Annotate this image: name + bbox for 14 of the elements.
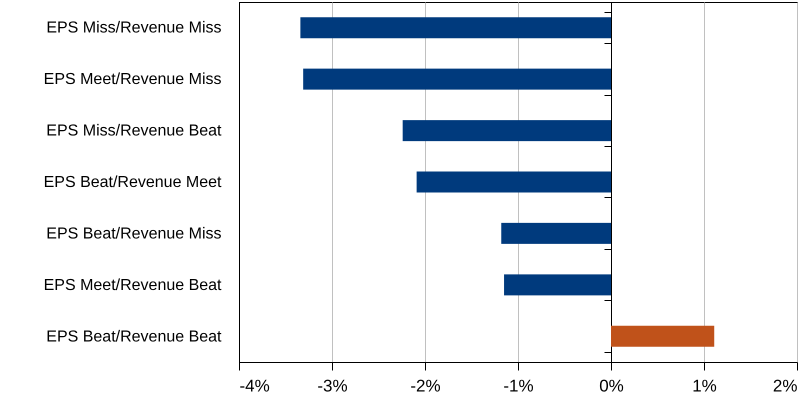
y-tick-label: EPS Beat/Revenue Beat [46, 328, 222, 346]
x-tick-label: -1% [503, 376, 534, 396]
x-tick-label: 0% [599, 376, 624, 396]
x-tick-label: -3% [317, 376, 348, 396]
x-tick-label: -2% [410, 376, 441, 396]
y-tick-label: EPS Miss/Revenue Miss [46, 20, 222, 37]
y-tick-label: EPS Meet/Revenue Miss [44, 71, 222, 88]
y-tick-label: EPS Beat/Revenue Miss [46, 225, 222, 242]
y-tick-label: EPS Meet/Revenue Beat [44, 276, 222, 294]
x-tick-label: -4% [240, 376, 270, 396]
x-tick-label: 1% [692, 376, 717, 396]
y-tick-label: EPS Beat/Revenue Meet [44, 174, 222, 191]
y-tick-label: EPS Miss/Revenue Beat [46, 122, 222, 140]
x-tick-label: 2% [772, 376, 798, 396]
